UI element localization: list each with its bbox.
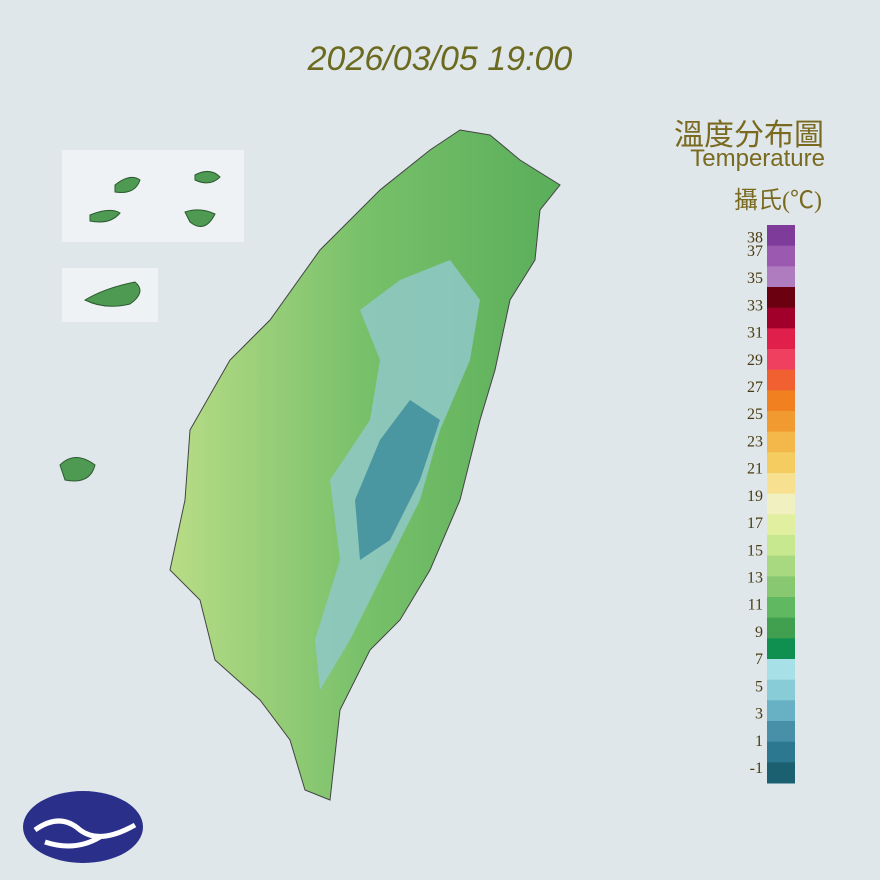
legend-swatch (767, 411, 795, 433)
logo-mark (33, 818, 137, 849)
legend-swatch (767, 514, 795, 536)
legend-label: 3 (755, 706, 763, 723)
legend-swatch (767, 638, 795, 660)
legend-title: 溫度分布圖 (674, 119, 824, 152)
legend-swatch (767, 597, 795, 619)
legend-subtitle: Temperature (690, 145, 825, 172)
legend-swatch (767, 431, 795, 453)
legend-label: 37 (747, 243, 763, 260)
legend-swatch (767, 307, 795, 329)
legend-label: 15 (747, 542, 763, 559)
legend-label: 17 (747, 515, 763, 532)
legend-label: 29 (747, 352, 763, 369)
legend-swatch (767, 390, 795, 412)
legend-swatch (767, 473, 795, 495)
legend-unit: 攝氏(℃) (734, 188, 822, 214)
legend-swatch (767, 762, 795, 784)
legend-label: 7 (755, 651, 763, 668)
legend-swatch (767, 266, 795, 288)
legend-swatch (767, 555, 795, 577)
legend-swatch (767, 679, 795, 701)
legend-swatch (767, 225, 795, 247)
legend-swatch (767, 700, 795, 722)
legend-label: 33 (747, 297, 763, 314)
legend-swatch (767, 328, 795, 350)
legend-label: -1 (750, 760, 763, 777)
legend-swatch (767, 659, 795, 681)
legend-label: 25 (747, 406, 763, 423)
legend-label: 11 (748, 597, 763, 614)
legend-label: 21 (747, 461, 763, 478)
legend-label: 38 (747, 229, 763, 246)
legend-label: 27 (747, 379, 763, 396)
legend-label: 1 (755, 733, 763, 750)
legend-swatch (767, 576, 795, 598)
legend-swatch (767, 617, 795, 639)
legend-swatch (767, 535, 795, 557)
legend-label: 23 (747, 433, 763, 450)
legend-swatch (767, 369, 795, 391)
mountain-coldest (355, 400, 440, 560)
inset-box (62, 150, 244, 242)
legend-swatch (767, 721, 795, 743)
legend-swatch (767, 741, 795, 763)
legend-label: 5 (755, 678, 763, 695)
legend-label: 31 (747, 325, 763, 342)
legend-swatch (767, 452, 795, 474)
islands (59, 171, 221, 482)
legend-label: 19 (747, 488, 763, 505)
legend-swatch (767, 287, 795, 309)
legend-label: 9 (755, 624, 763, 641)
legend-swatch (767, 493, 795, 515)
legend-swatch (767, 245, 795, 267)
legend-label: 13 (747, 570, 763, 587)
timestamp: 2026/03/05 19:00 (307, 40, 573, 78)
legend-swatch (767, 349, 795, 371)
legend-label: 35 (747, 270, 763, 287)
